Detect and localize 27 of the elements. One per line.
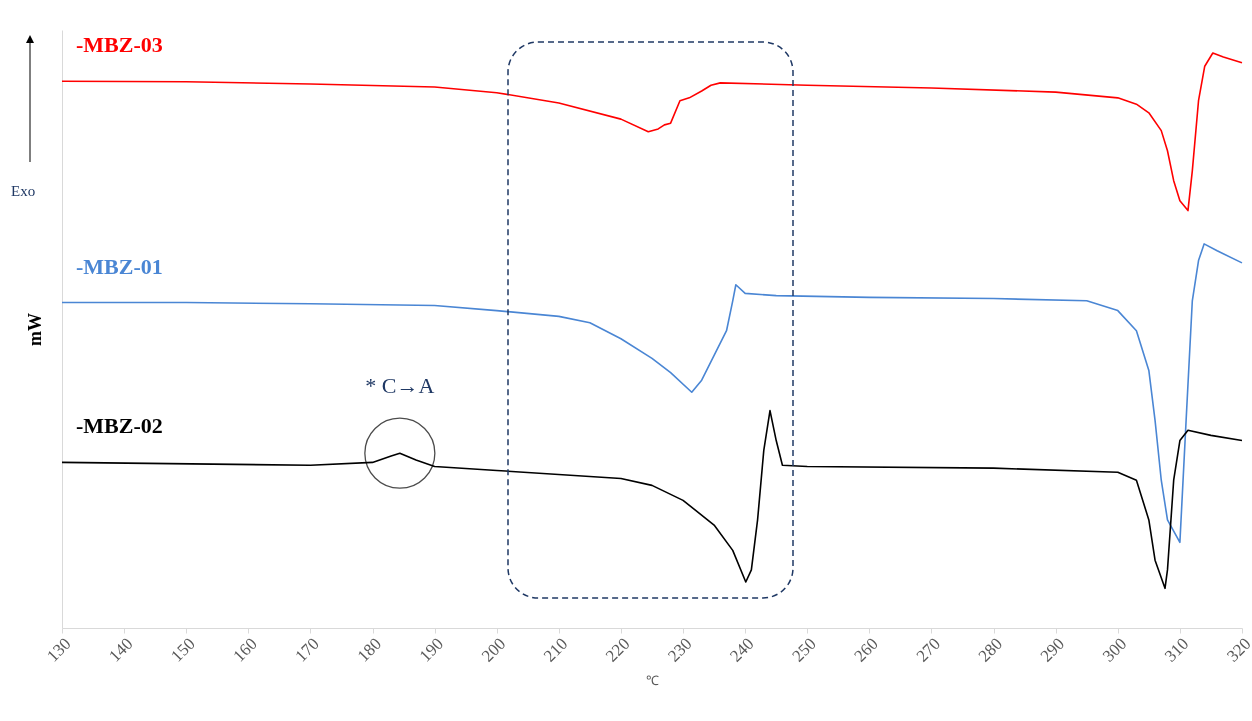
series-label: -MBZ-02	[76, 413, 163, 439]
x-tick-label: 150	[167, 634, 199, 666]
annotation: * C→A	[365, 373, 435, 399]
x-tick-label: 320	[1223, 634, 1252, 666]
x-tick-label: 130	[43, 634, 75, 666]
x-tick-label: 260	[850, 634, 882, 666]
x-tick-label: 200	[477, 634, 510, 666]
y-axis-title: mW	[24, 313, 45, 346]
x-tick-label: 170	[291, 634, 323, 666]
x-tick-label: 210	[539, 634, 572, 666]
text: Exo	[11, 183, 36, 200]
x-tick-label: 310	[1160, 634, 1193, 666]
x-tick-label: 250	[788, 634, 820, 666]
series-label: -MBZ-03	[76, 32, 163, 58]
x-tick-label: 280	[974, 634, 1007, 666]
series-label: -MBZ-01	[76, 253, 163, 279]
x-tick-label: 270	[912, 634, 944, 666]
x-tick-label: 300	[1098, 634, 1131, 666]
x-axis-title: ℃	[646, 672, 659, 688]
x-tick-label: 230	[664, 634, 696, 666]
x-tick-label: 190	[415, 634, 448, 666]
x-tick-label: 240	[726, 634, 758, 666]
x-tick-label: 290	[1036, 634, 1069, 666]
x-tick-label: 180	[353, 634, 386, 666]
x-tick-label: 160	[229, 634, 261, 666]
x-tick-label: 140	[105, 634, 137, 666]
x-tick-label: 220	[602, 634, 634, 666]
